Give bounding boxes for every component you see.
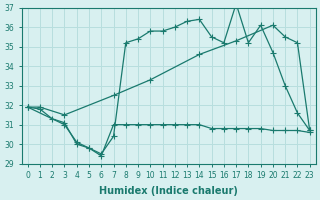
X-axis label: Humidex (Indice chaleur): Humidex (Indice chaleur) bbox=[99, 186, 238, 196]
